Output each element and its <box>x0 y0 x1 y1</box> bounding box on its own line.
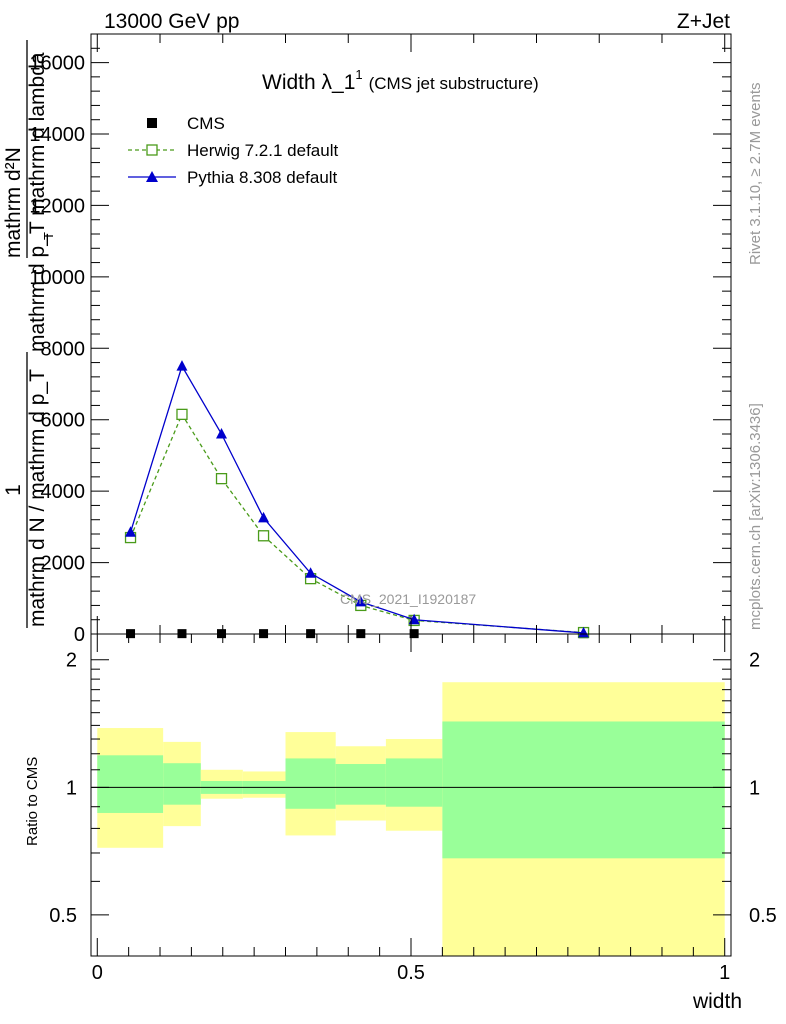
ratio-panel: 0.5 0.5 1 1 2 2 0 0.5 1 Ratio to CMS width <box>24 633 777 1013</box>
ylabel-unit-T: T <box>41 232 56 240</box>
legend-marker-cms <box>147 118 157 128</box>
x-tick-label: 0 <box>92 962 103 984</box>
series-line-1 <box>129 412 584 634</box>
main-panel: 0 2000 4000 6000 8000 10000 12000 14000 16000 Wi… <box>2 33 732 646</box>
legend-label-cms: CMS <box>187 114 225 133</box>
pythia-point <box>216 428 228 439</box>
mcplots-label: mcplots.cern.ch [arXiv:1306.3436] <box>747 403 764 630</box>
legend-entry-herwig: Herwig 7.2.1 default <box>128 141 338 160</box>
ylabel-numerator-line2: mathrm d p_T mathrm d lambda <box>26 52 49 352</box>
y-tick-label: 14000 <box>29 124 85 146</box>
ratio-band-inner <box>285 758 336 809</box>
ylabel-fraction-one: 1 <box>2 484 25 496</box>
y-tick-label: 6000 <box>41 410 86 432</box>
plot-title-sup: 1 <box>355 67 362 82</box>
ratio-y-tick-label: 2 <box>66 650 77 672</box>
ratio-y-label: Ratio to CMS <box>24 757 41 846</box>
plot-title-sub: (CMS jet substructure) <box>369 74 539 93</box>
ratio-y-tick-label-right: 1 <box>749 777 760 799</box>
y-tick-label: 10000 <box>29 267 85 289</box>
ratio-y-tick-label-right: 2 <box>749 650 760 672</box>
y-tick-label: 8000 <box>41 338 86 360</box>
y-tick-label: 16000 <box>29 53 85 75</box>
process-label: Z+Jet <box>677 10 730 33</box>
pythia-point <box>355 595 367 607</box>
pythia-point <box>578 626 590 638</box>
herwig-point <box>215 472 228 485</box>
pythia-point <box>176 360 188 371</box>
legend-entry-pythia: Pythia 8.308 default <box>128 168 338 187</box>
legend-marker-herwig <box>146 144 158 156</box>
ratio-band-inner <box>97 755 164 813</box>
legend-entry-cms: CMS <box>147 114 225 133</box>
plot-title-main: Width λ_1 <box>262 71 355 94</box>
ratio-y-tick-label: 1 <box>66 777 77 799</box>
ratio-y-tick-label-right: 0.5 <box>749 905 777 927</box>
legend: CMS Herwig 7.2.1 default Pythia 8.308 de… <box>128 114 338 187</box>
x-tick-label: 0.5 <box>397 962 425 984</box>
main-plot-layer <box>124 360 590 639</box>
legend-label-herwig: Herwig 7.2.1 default <box>187 141 338 160</box>
main-axis-layer: 0 2000 4000 6000 8000 10000 12000 14000 16000 <box>29 33 731 646</box>
ratio-plot-layer <box>91 682 731 956</box>
pythia-point <box>305 567 317 578</box>
series-line-2 <box>129 364 584 634</box>
ylabel-denominator: mathrm d N / mathrm d p_T <box>26 369 49 627</box>
y-tick-label: 0 <box>74 624 85 646</box>
y-tick-label: 2000 <box>41 553 86 575</box>
plot-title: Width λ_11 (CMS jet substructure) <box>262 67 539 94</box>
x-tick-label: 1 <box>719 962 730 984</box>
y-axis-label: 1 mathrm d N / mathrm d p_T mathrm d²N m… <box>2 40 56 628</box>
y-tick-label: 12000 <box>29 195 85 217</box>
ylabel-numerator-line1: mathrm d²N <box>2 147 25 258</box>
ratio-band-inner <box>442 721 725 859</box>
rivet-label: Rivet 3.1.10, ≥ 2.7M events <box>747 83 764 266</box>
herwig-point <box>257 530 270 542</box>
ratio-y-tick-label: 0.5 <box>49 905 77 927</box>
herwig-point <box>176 408 188 421</box>
collision-label: 13000 GeV pp <box>104 10 239 33</box>
x-axis-label: width <box>692 990 742 1013</box>
ratio-axis-layer: 0.5 0.5 1 1 2 2 0 0.5 1 <box>49 634 777 984</box>
pythia-point <box>125 526 137 537</box>
analysis-watermark: CMS_2021_I1920187 <box>340 591 476 607</box>
y-tick-label: 4000 <box>41 481 86 503</box>
ratio-band-inner <box>163 763 201 805</box>
legend-label-pythia: Pythia 8.308 default <box>187 168 338 187</box>
ratio-band-inner <box>335 764 386 805</box>
pythia-point <box>258 511 270 523</box>
ratio-band-inner <box>385 758 443 807</box>
legend-marker-pythia <box>146 171 158 182</box>
